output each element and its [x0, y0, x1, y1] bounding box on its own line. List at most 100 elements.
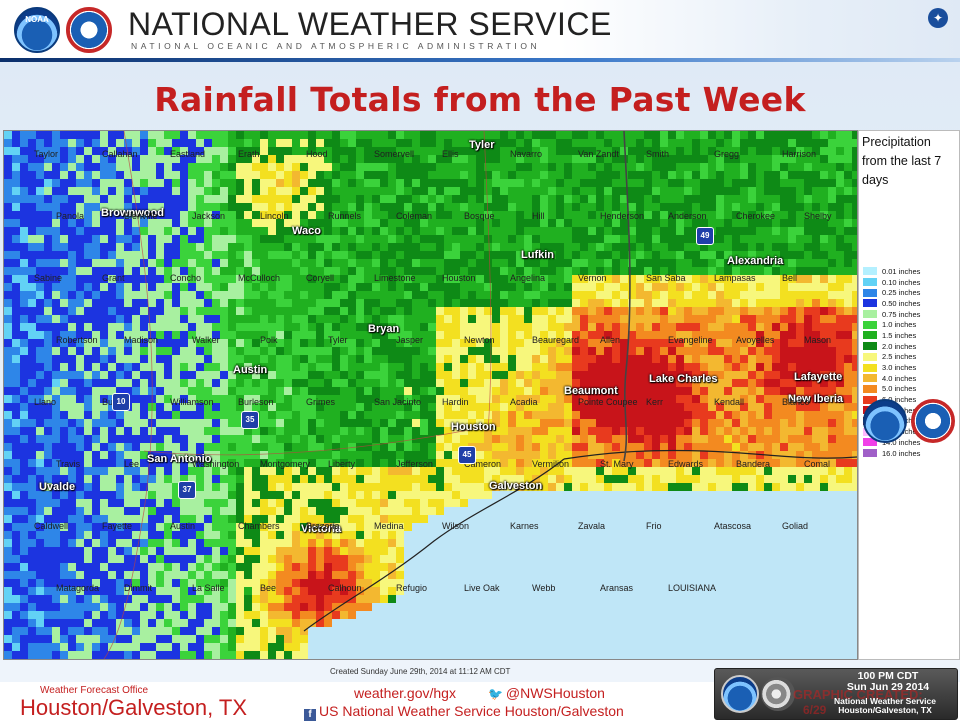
- map-county-label: Bee: [260, 583, 276, 593]
- map-county-label: Gregg: [714, 149, 739, 159]
- stamp-time: 100 PM CDT Sun Jun 29 2014: [823, 671, 953, 693]
- map-county-label: Bandera: [736, 459, 770, 469]
- map-city-label: Austin: [233, 364, 267, 376]
- map-county-label: Acadia: [510, 397, 538, 407]
- map-county-label: Henderson: [600, 211, 644, 221]
- map-county-label: Limestone: [374, 273, 416, 283]
- map-city-label: Uvalde: [39, 481, 75, 493]
- legend-item: 1.0 inches: [863, 319, 920, 330]
- map-county-label: Austin: [170, 521, 195, 531]
- map-county-label: Kendall: [714, 397, 744, 407]
- website-link[interactable]: weather.gov/hgx: [354, 685, 456, 701]
- map-county-label: San Jacinto: [374, 397, 421, 407]
- legend-swatch: [863, 278, 877, 286]
- map-county-label: Zavala: [578, 521, 605, 531]
- map-county-label: Jackson: [192, 211, 225, 221]
- noaa-logo-icon: [721, 675, 759, 713]
- map-county-label: Llano: [34, 397, 56, 407]
- facebook-icon: f: [304, 709, 316, 721]
- map-county-label: Edwards: [668, 459, 703, 469]
- agency-title: NATIONAL WEATHER SERVICE: [128, 6, 612, 43]
- map-county-label: Williamson: [170, 397, 214, 407]
- map-county-label: Karnes: [510, 521, 539, 531]
- map-city-label: Waco: [292, 225, 321, 237]
- commerce-seal-icon: ✦: [928, 8, 948, 28]
- legend-item: 2.5 inches: [863, 352, 920, 363]
- map-county-label: Avoyelles: [736, 335, 774, 345]
- precip-legend: Precipitation from the last 7 days 0.01 …: [858, 130, 960, 660]
- map-county-label: Lincoln: [260, 211, 289, 221]
- map-county-label: Harrison: [782, 149, 816, 159]
- map-county-label: Vernon: [578, 273, 607, 283]
- map-city-label: Lufkin: [521, 249, 554, 261]
- map-county-label: Taylor: [34, 149, 58, 159]
- legend-item: 1.5 inches: [863, 330, 920, 341]
- stamp-office-line2: Houston/Galveston, TX: [815, 706, 955, 715]
- map-city-label: Houston: [451, 421, 496, 433]
- map-county-label: Coleman: [396, 211, 432, 221]
- map-county-label: Brazoria: [306, 521, 340, 531]
- map-city-label: Galveston: [489, 480, 542, 492]
- map-county-label: Beauregard: [532, 335, 579, 345]
- legend-item: 0.01 inches: [863, 266, 920, 277]
- map-county-label: Travis: [56, 459, 80, 469]
- map-county-label: Jasper: [396, 335, 423, 345]
- map-county-label: Shelby: [804, 211, 832, 221]
- map-county-label: Navarro: [510, 149, 542, 159]
- twitter-bird-icon: 🐦: [488, 687, 502, 701]
- twitter-link[interactable]: 🐦 @NWSHouston: [488, 685, 605, 701]
- legend-item: 0.50 inches: [863, 298, 920, 309]
- map-county-label: Bosque: [464, 211, 495, 221]
- map-county-label: Webb: [532, 583, 555, 593]
- map-county-label: Walker: [192, 335, 220, 345]
- map-county-label: Panola: [56, 211, 84, 221]
- map-county-label: Mason: [804, 335, 831, 345]
- map-county-label: Concho: [170, 273, 201, 283]
- map-county-label: Angelina: [510, 273, 545, 283]
- wfo-name: Houston/Galveston, TX: [20, 695, 247, 721]
- map-county-label: Callahan: [102, 149, 138, 159]
- legend-swatch: [863, 331, 877, 339]
- map-county-label: Pointe Coupee: [578, 397, 638, 407]
- header-band: [560, 0, 960, 60]
- noaa-logo-icon: NOAA: [14, 7, 60, 53]
- map-county-label: Bienville: [124, 211, 158, 221]
- twitter-handle: @NWSHouston: [506, 685, 605, 701]
- legend-logos: [863, 399, 957, 451]
- map-county-label: Chambers: [238, 521, 280, 531]
- legend-swatch: [863, 374, 877, 382]
- facebook-page: US National Weather Service Houston/Galv…: [319, 703, 624, 719]
- map-county-label: Sabine: [34, 273, 62, 283]
- map-county-label: Goliad: [782, 521, 808, 531]
- stamp-office: National Weather Service Houston/Galvest…: [815, 697, 955, 715]
- map-county-label: Hardin: [442, 397, 469, 407]
- interstate-shield-icon: 45: [458, 446, 476, 464]
- map-county-label: LOUISIANA: [668, 583, 716, 593]
- map-county-label: Wilson: [442, 521, 469, 531]
- legend-label: 0.50 inches: [882, 299, 920, 308]
- header: NOAA NATIONAL WEATHER SERVICE NATIONAL O…: [0, 0, 960, 60]
- slide-title: Rainfall Totals from the Past Week: [0, 80, 960, 119]
- map-county-label: Kerr: [646, 397, 663, 407]
- map-county-label: Grimes: [306, 397, 335, 407]
- map-county-label: Smith: [646, 149, 669, 159]
- legend-swatch: [863, 342, 877, 350]
- map-county-label: Houston: [442, 273, 476, 283]
- legend-item: 4.0 inches: [863, 373, 920, 384]
- graphic-timestamp-stamp: GRAPHIC CREATED: 6/29 100 PM CDT Sun Jun…: [714, 668, 958, 720]
- map-county-label: Frio: [646, 521, 662, 531]
- legend-item: 3.0 inches: [863, 362, 920, 373]
- map-city-label: Lafayette: [794, 371, 842, 383]
- map-county-label: Jefferson: [396, 459, 433, 469]
- legend-item: 0.10 inches: [863, 277, 920, 288]
- map-county-label: Van Zandt: [578, 149, 619, 159]
- legend-label: 1.0 inches: [882, 320, 916, 329]
- map-county-label: Tyler: [328, 335, 348, 345]
- legend-swatch: [863, 289, 877, 297]
- interstate-shield-icon: 37: [178, 481, 196, 499]
- map-county-label: Newton: [464, 335, 495, 345]
- map-county-label: Robertson: [56, 335, 98, 345]
- map-county-label: Cherokee: [736, 211, 775, 221]
